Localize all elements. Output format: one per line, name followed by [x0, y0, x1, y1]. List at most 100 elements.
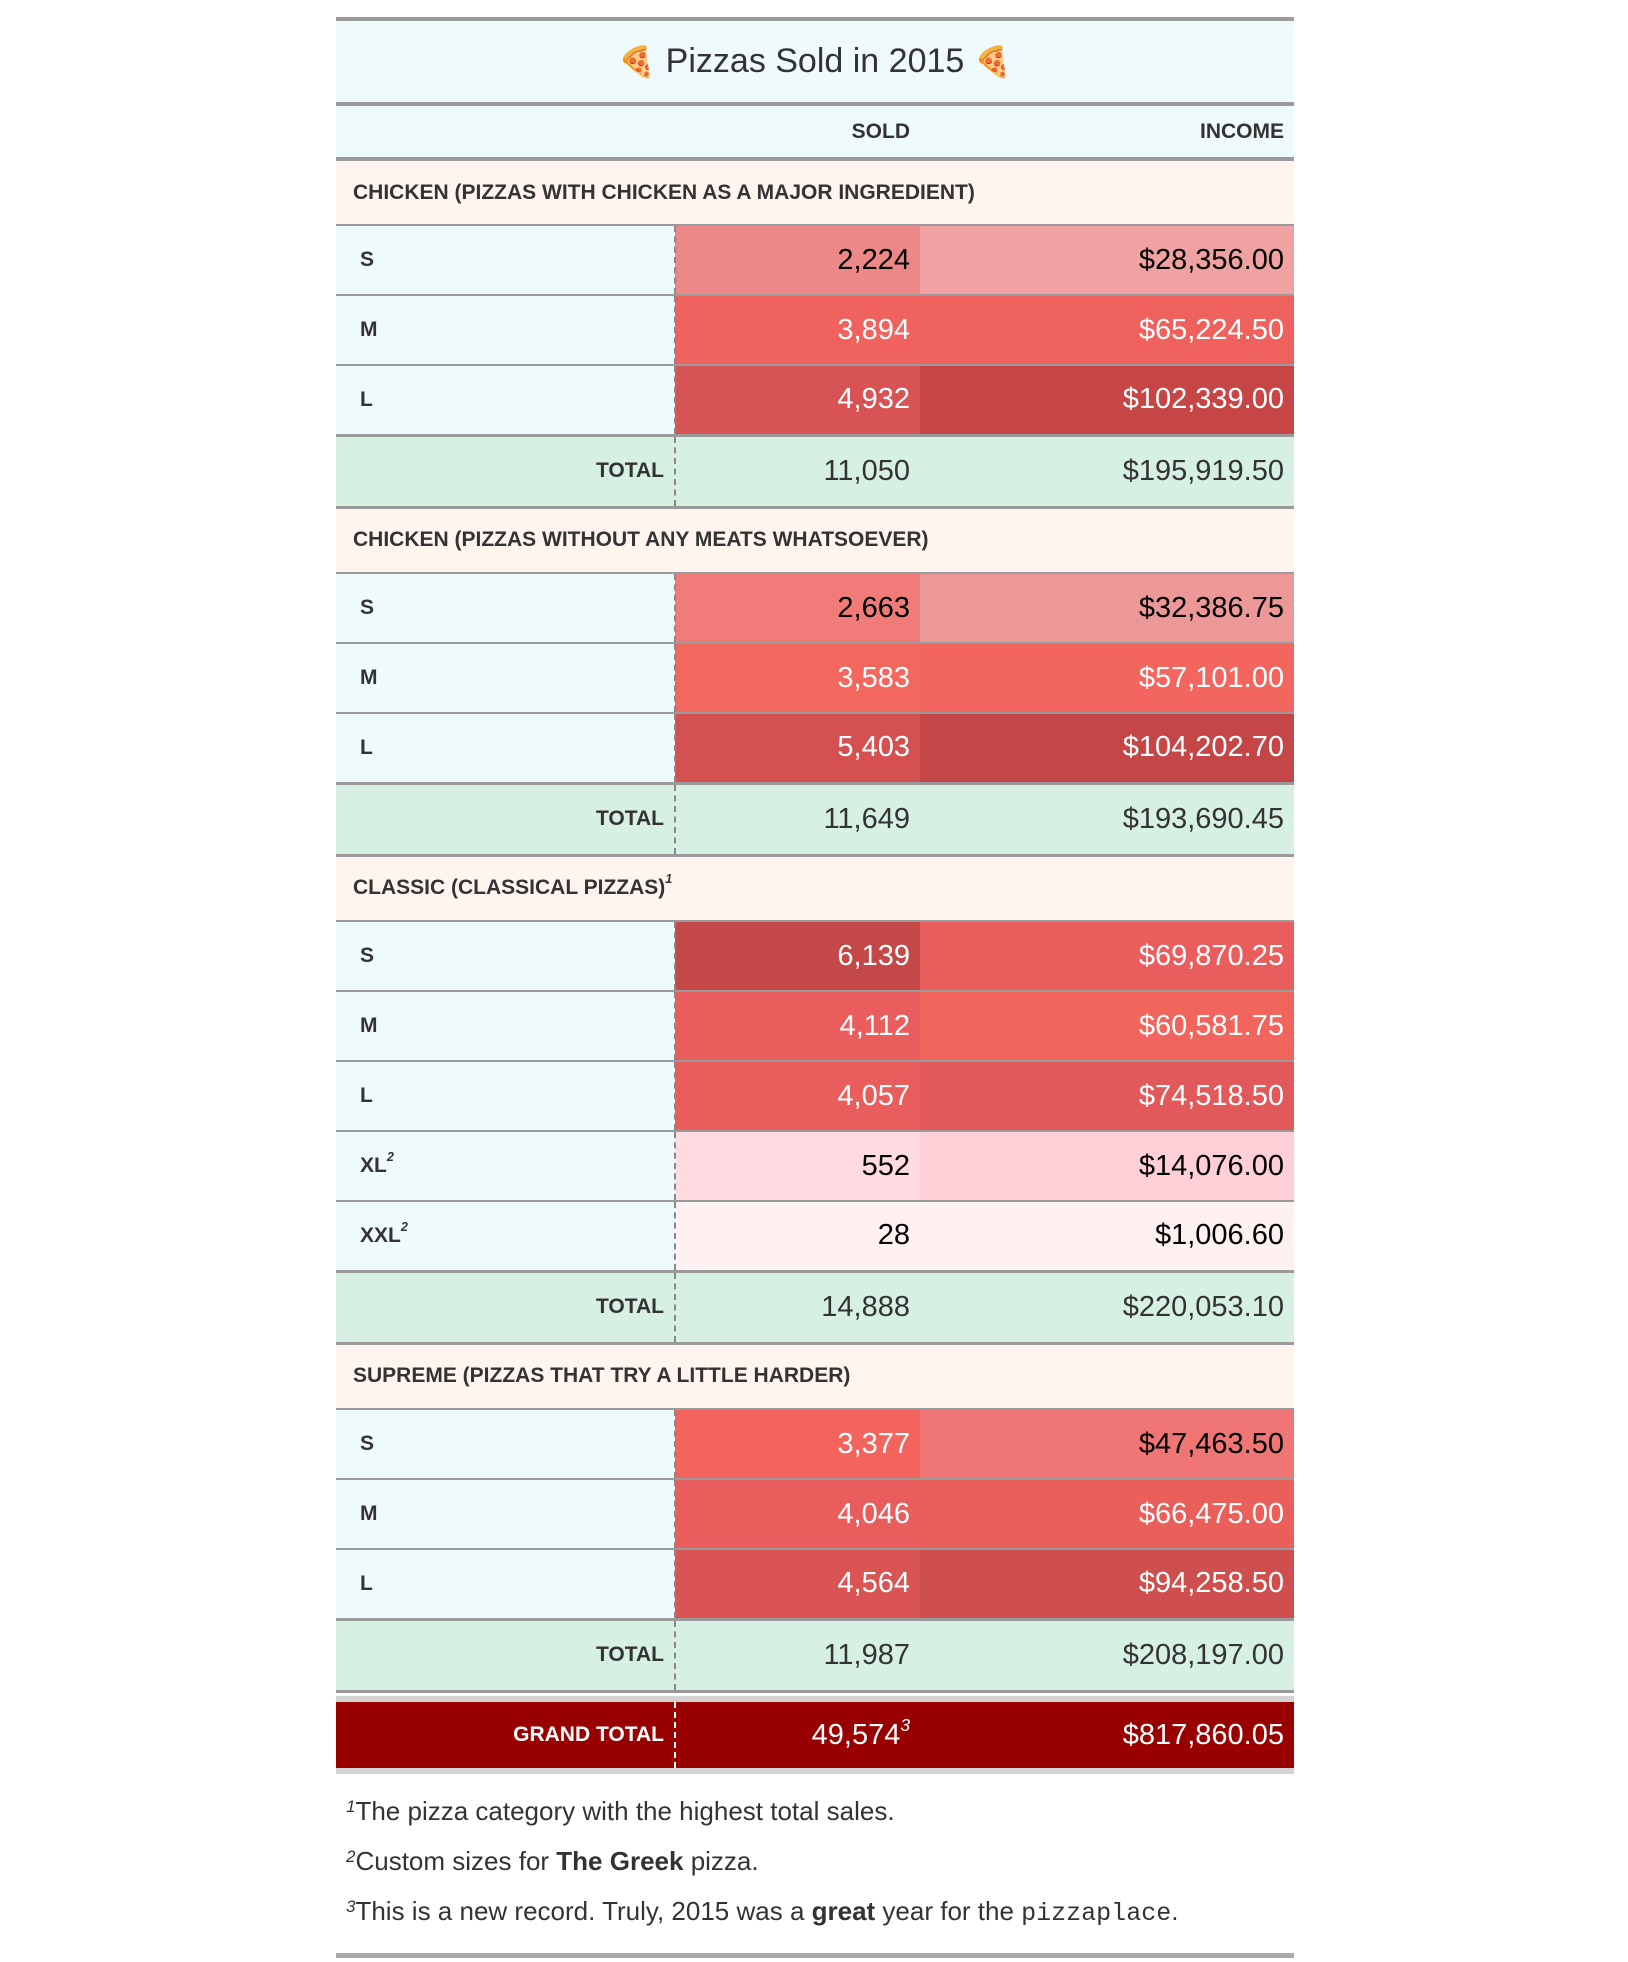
size-text: M — [360, 318, 378, 341]
sold-cell: 3,377 — [675, 1409, 920, 1480]
group-header-row: CHICKEN (PIZZAS WITH CHICKEN AS A MAJOR … — [336, 159, 1294, 226]
group-label: SUPREME (PIZZAS THAT TRY A LITTLE HARDER… — [353, 1364, 851, 1388]
size-text: XL — [360, 1154, 387, 1177]
size-text: M — [360, 1502, 378, 1525]
column-header-sold: SOLD — [675, 104, 920, 161]
footnote-text: pizzaplace — [1021, 1899, 1172, 1928]
group-header-row: CLASSIC (CLASSICAL PIZZAS)1 — [336, 855, 1294, 922]
sold-cell: 4,112 — [675, 991, 920, 1062]
group-header: CLASSIC (CLASSICAL PIZZAS)1 — [336, 855, 1294, 922]
size-text: L — [360, 1571, 373, 1595]
income-cell: $57,101.00 — [920, 643, 1294, 714]
size-label: L — [336, 1549, 676, 1620]
group-header: CHICKEN (PIZZAS WITHOUT ANY MEATS WHATSO… — [336, 507, 1294, 574]
total-label: TOTAL — [336, 1617, 676, 1693]
table-row: S 2,224 $28,356.00 — [336, 225, 1294, 296]
total-label: TOTAL — [336, 433, 676, 509]
size-label: S — [336, 573, 676, 644]
table-row: M 3,894 $65,224.50 — [336, 295, 1294, 366]
group-label: CLASSIC (CLASSICAL PIZZAS) — [353, 876, 666, 900]
pizza-sales-table: 🍕 Pizzas Sold in 2015 🍕 SOLD INCOME CHICKE… — [336, 17, 1294, 1774]
total-income: $208,197.00 — [920, 1617, 1294, 1693]
sold-cell: 3,583 — [675, 643, 920, 714]
total-label: TOTAL — [336, 1269, 676, 1345]
sold-cell: 2,224 — [675, 225, 920, 296]
group-header: CHICKEN (PIZZAS WITH CHICKEN AS A MAJOR … — [336, 159, 1294, 226]
size-label: S — [336, 921, 676, 992]
table-row: M 3,583 $57,101.00 — [336, 643, 1294, 714]
sold-cell: 552 — [675, 1131, 920, 1202]
footnote-text: . — [1171, 1896, 1179, 1926]
group-header-row: SUPREME (PIZZAS THAT TRY A LITTLE HARDER… — [336, 1343, 1294, 1410]
group-label: CHICKEN (PIZZAS WITH CHICKEN AS A MAJOR … — [353, 180, 975, 204]
table-row: L 5,403 $104,202.70 — [336, 713, 1294, 784]
grand-total-row: GRAND TOTAL 49,5743 $817,860.05 — [336, 1699, 1294, 1774]
footnote: 2Custom sizes for The Greek pizza. — [346, 1836, 1294, 1886]
income-cell: $28,356.00 — [920, 225, 1294, 296]
group-total-row: TOTAL 11,987 $208,197.00 — [336, 1617, 1294, 1693]
income-cell: $65,224.50 — [920, 295, 1294, 366]
total-sold: 11,050 — [675, 433, 920, 509]
size-text: M — [360, 666, 378, 689]
total-income: $220,053.10 — [920, 1269, 1294, 1345]
footnote-mark: 2 — [400, 1219, 408, 1234]
table-row: M 4,112 $60,581.75 — [336, 991, 1294, 1062]
pizza-slice-icon: 🍕 — [974, 46, 1012, 79]
size-label: XL2 — [336, 1131, 676, 1202]
grand-total-sold: 49,5743 — [675, 1699, 920, 1774]
table-title-row: 🍕 Pizzas Sold in 2015 🍕 — [336, 19, 1294, 106]
size-label: M — [336, 991, 676, 1062]
size-text: S — [360, 944, 375, 967]
footnote-mark: 2 — [346, 1847, 356, 1866]
footnote-text: The Greek — [556, 1846, 684, 1876]
total-sold: 11,649 — [675, 781, 920, 857]
income-cell: $66,475.00 — [920, 1479, 1294, 1550]
size-text: M — [360, 1014, 378, 1037]
column-header-income: INCOME — [920, 104, 1294, 161]
size-text: S — [360, 248, 375, 271]
sold-cell: 5,403 — [675, 713, 920, 784]
grand-total-sold-value: 49,574 — [811, 1718, 901, 1751]
size-text: S — [360, 1432, 375, 1455]
size-text: L — [360, 1084, 373, 1107]
income-cell: $60,581.75 — [920, 991, 1294, 1062]
title-text: Pizzas Sold in 2015 — [665, 42, 965, 80]
size-label: M — [336, 295, 676, 366]
total-sold: 11,987 — [675, 1617, 920, 1693]
column-header-row: SOLD INCOME — [336, 104, 1294, 161]
footnote-text: This is a new record. Truly, 2015 was a — [355, 1896, 812, 1926]
size-text: L — [360, 387, 373, 411]
separator — [336, 1689, 1294, 1702]
group-header: SUPREME (PIZZAS THAT TRY A LITTLE HARDER… — [336, 1343, 1294, 1410]
size-label: M — [336, 643, 676, 714]
grand-total-separator — [336, 1689, 1294, 1702]
income-cell: $69,870.25 — [920, 921, 1294, 992]
sold-cell: 3,894 — [675, 295, 920, 366]
income-cell: $102,339.00 — [920, 365, 1294, 436]
footnote-text: pizza. — [683, 1846, 759, 1876]
group-total-row: TOTAL 11,050 $195,919.50 — [336, 433, 1294, 509]
footnote-mark: 3 — [346, 1897, 356, 1916]
footnote: 1The pizza category with the highest tot… — [346, 1786, 1294, 1836]
footnote-text: The pizza category with the highest tota… — [355, 1796, 895, 1826]
size-label: L — [336, 713, 676, 784]
total-income: $195,919.50 — [920, 433, 1294, 509]
income-cell: $104,202.70 — [920, 713, 1294, 784]
total-sold: 14,888 — [675, 1269, 920, 1345]
footnote-text: great — [811, 1896, 876, 1926]
sold-cell: 4,932 — [675, 365, 920, 436]
grand-total-income: $817,860.05 — [920, 1699, 1294, 1774]
table-row: S 2,663 $32,386.75 — [336, 573, 1294, 644]
income-cell: $47,463.50 — [920, 1409, 1294, 1480]
footnote-mark: 1 — [346, 1797, 356, 1816]
sold-cell: 6,139 — [675, 921, 920, 992]
size-text: XXL — [360, 1223, 401, 1247]
income-cell: $94,258.50 — [920, 1549, 1294, 1620]
group-total-row: TOTAL 11,649 $193,690.45 — [336, 781, 1294, 857]
footnote-mark: 2 — [386, 1150, 394, 1164]
table-row: XL2 552 $14,076.00 — [336, 1131, 1294, 1202]
size-label: M — [336, 1479, 676, 1550]
income-cell: $74,518.50 — [920, 1061, 1294, 1132]
group-label: CHICKEN (PIZZAS WITHOUT ANY MEATS WHATSO… — [353, 528, 929, 552]
group-total-row: TOTAL 14,888 $220,053.10 — [336, 1269, 1294, 1345]
